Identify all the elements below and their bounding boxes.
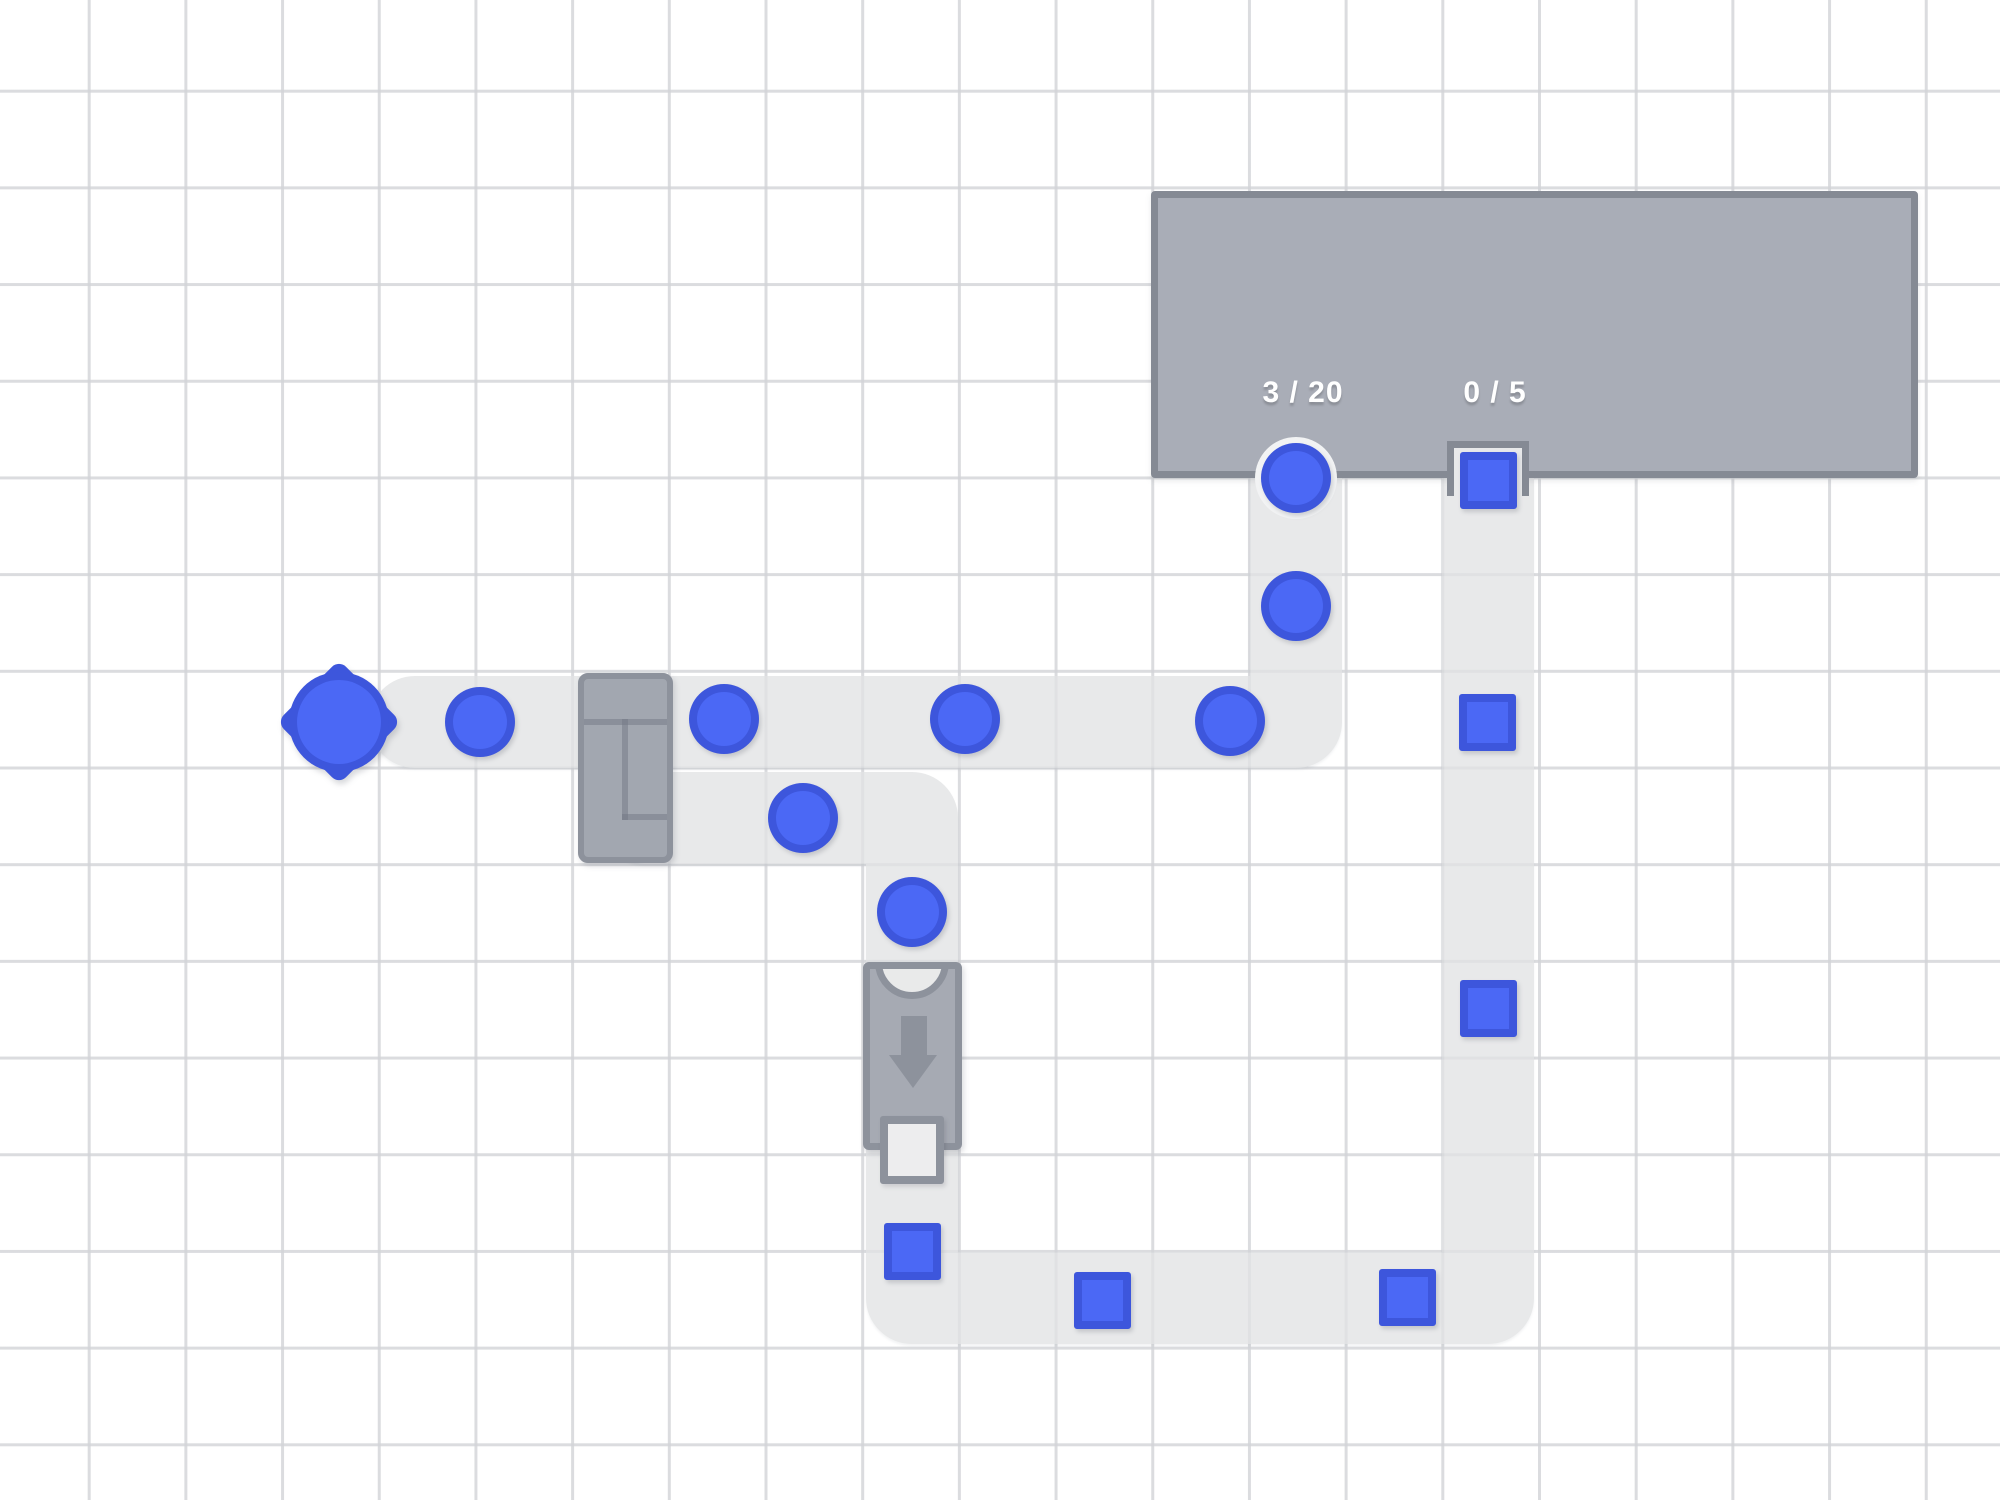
- circle-item-core: [1203, 694, 1257, 748]
- splitter-building[interactable]: [578, 673, 673, 863]
- circle-counter: 3 / 20: [1262, 376, 1344, 409]
- circle-item-core: [453, 695, 507, 749]
- circle-item-core: [885, 885, 939, 939]
- square-item[interactable]: [1460, 452, 1517, 509]
- circle-item[interactable]: [1261, 571, 1331, 641]
- arrow-down-icon: [901, 1016, 927, 1056]
- circle-item[interactable]: [877, 877, 947, 947]
- circle-item-core: [776, 791, 830, 845]
- circle-item-core: [1269, 451, 1323, 505]
- square-counter: 0 / 5: [1463, 376, 1527, 409]
- arrow-down-icon: [889, 1055, 937, 1088]
- circle-item[interactable]: [1261, 443, 1331, 513]
- splitter-flow-mark: [622, 814, 667, 820]
- tunnel-output-port[interactable]: [880, 1116, 944, 1184]
- square-item[interactable]: [1379, 1269, 1436, 1326]
- circle-item[interactable]: [930, 684, 1000, 754]
- circle-item-core: [938, 692, 992, 746]
- extractor-core: [297, 680, 381, 764]
- circle-item[interactable]: [445, 687, 515, 757]
- tunnel-building[interactable]: [863, 962, 962, 1150]
- belt-return-line[interactable]: [866, 384, 1534, 1344]
- square-item[interactable]: [884, 1223, 941, 1280]
- circle-item[interactable]: [1195, 686, 1265, 756]
- square-item[interactable]: [1074, 1272, 1131, 1329]
- circle-item[interactable]: [689, 684, 759, 754]
- circle-item[interactable]: [768, 783, 838, 853]
- circle-item-core: [1269, 579, 1323, 633]
- splitter-flow-mark: [622, 719, 628, 820]
- hub-building[interactable]: 3 / 20 0 / 5: [1151, 191, 1918, 478]
- tunnel-entry-notch: [875, 969, 949, 999]
- square-item[interactable]: [1459, 694, 1516, 751]
- circle-item-core: [697, 692, 751, 746]
- square-item[interactable]: [1460, 980, 1517, 1037]
